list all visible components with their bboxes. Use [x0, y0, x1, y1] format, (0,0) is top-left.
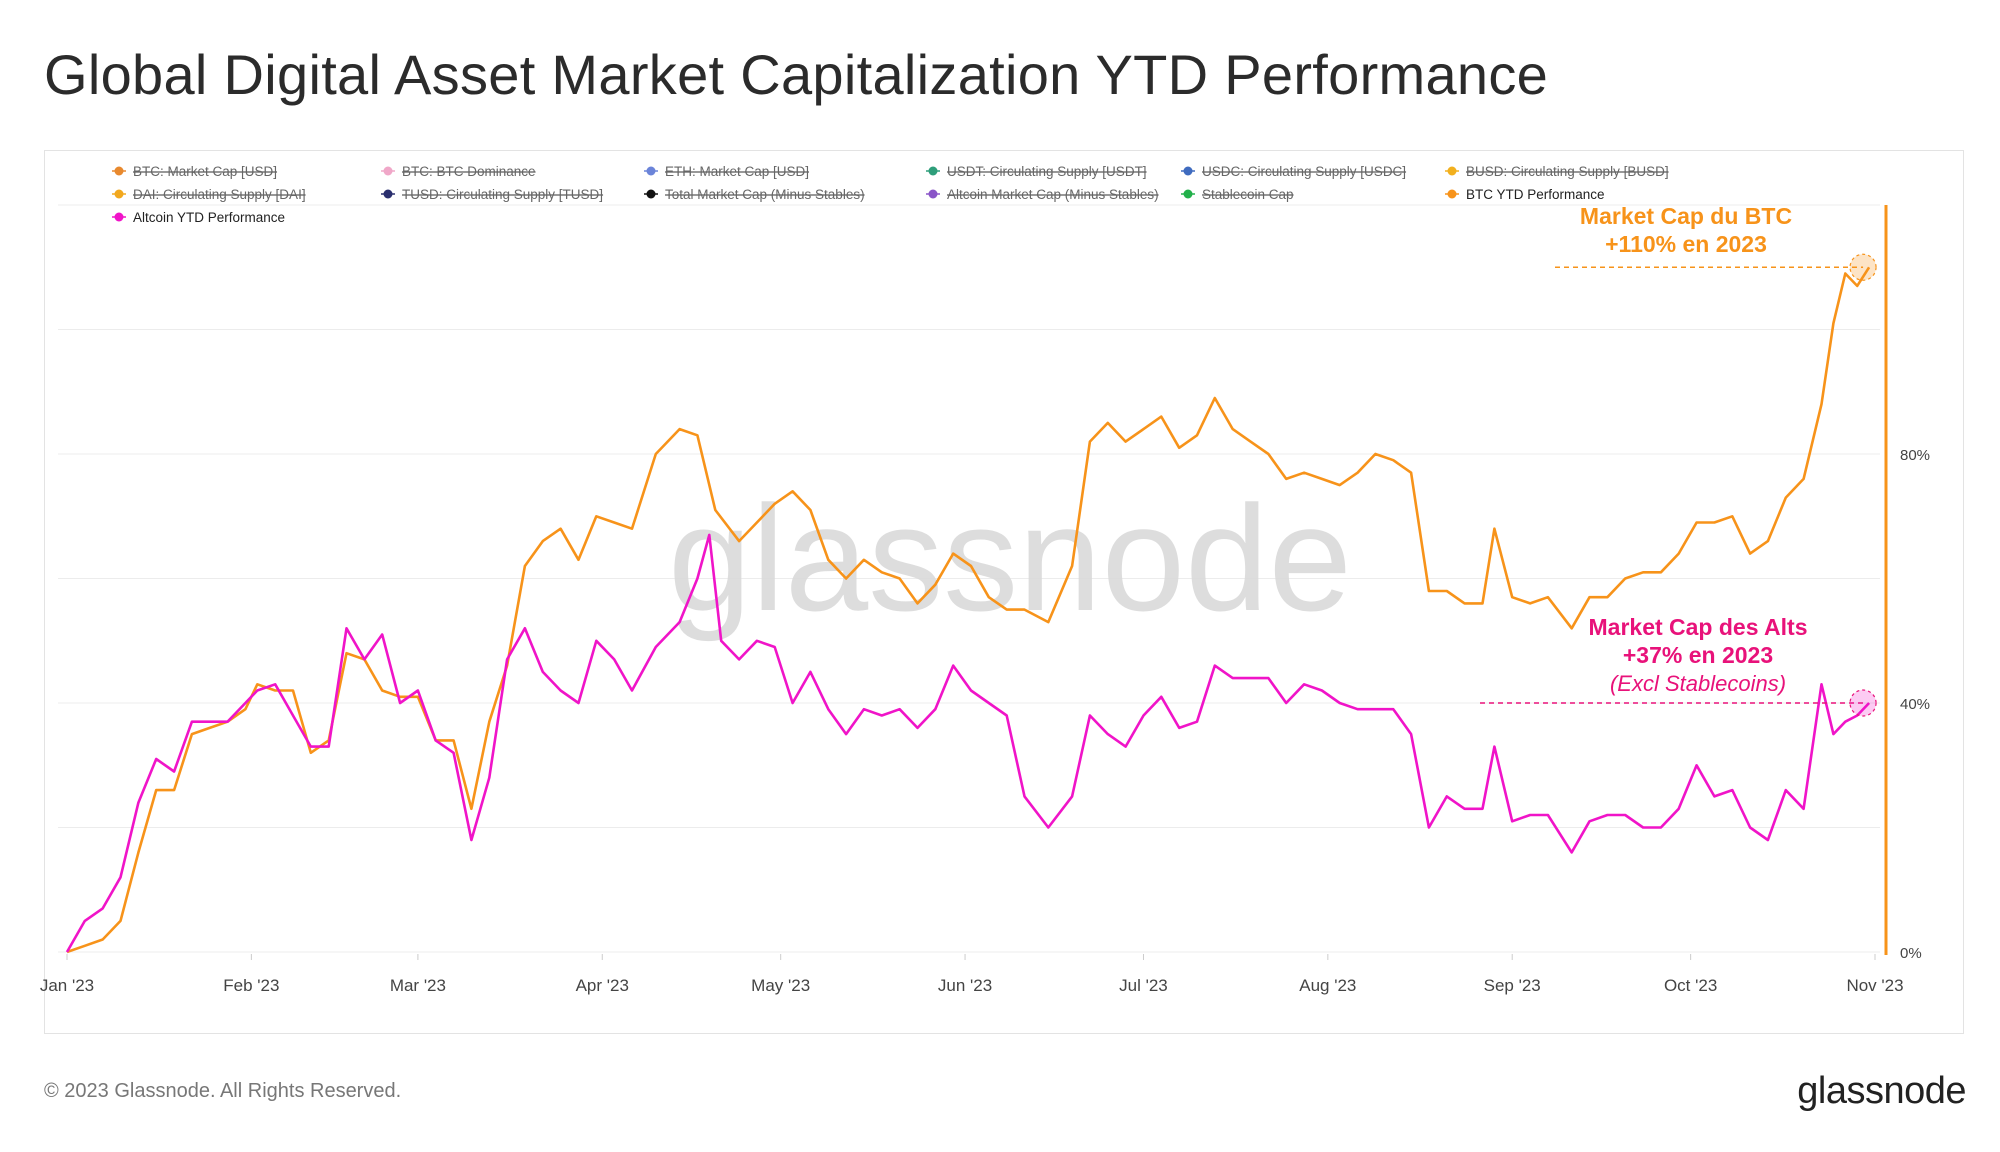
legend-swatch-dot [928, 166, 938, 176]
series-layer [65, 266, 1871, 954]
legend-label: Altcoin Market Cap (Minus Stables) [947, 187, 1159, 202]
legend-swatch-dot [1183, 189, 1193, 199]
x-tick-label: Nov '23 [1846, 976, 1903, 995]
legend-label: USDC: Circulating Supply [USDC] [1202, 164, 1406, 179]
x-tick-label: Jul '23 [1119, 976, 1168, 995]
legend-item[interactable]: USDC: Circulating Supply [USDC] [1181, 164, 1406, 179]
watermark: glassnode [668, 474, 1352, 642]
legend-item[interactable]: ETH: Market Cap [USD] [644, 164, 809, 179]
legend-item[interactable]: Altcoin Market Cap (Minus Stables) [926, 187, 1159, 202]
axis-layer: Jan '23 Feb '23 Mar '23 Apr '23 May '23 Jun '… [40, 205, 1930, 995]
legend-swatch-dot [1183, 166, 1193, 176]
legend-item[interactable]: BUSD: Circulating Supply [BUSD] [1445, 164, 1669, 179]
altcoin-series-line [65, 533, 1871, 953]
alt-annotation-line2: +37% en 2023 [1623, 642, 1773, 668]
chart-frame [44, 150, 1964, 1034]
legend-swatch-dot [646, 189, 656, 199]
x-tick-label: Jan '23 [40, 976, 94, 995]
btc-end-marker [1849, 253, 1877, 281]
legend-swatch-dot [1447, 166, 1457, 176]
legend-label: BUSD: Circulating Supply [BUSD] [1466, 164, 1669, 179]
btc-annotation-line1: Market Cap du BTC [1580, 203, 1792, 229]
legend-item[interactable]: TUSD: Circulating Supply [TUSD] [381, 187, 603, 202]
btc-annotation-line2: +110% en 2023 [1605, 231, 1767, 257]
grid-layer [58, 204, 1880, 953]
y-tick-label: 40% [1900, 696, 1930, 713]
chart-title: Global Digital Asset Market Capitalizati… [44, 43, 1549, 106]
x-tick-label: Mar '23 [390, 976, 446, 995]
legend-swatch-dot [114, 166, 124, 176]
legend-item[interactable]: Altcoin YTD Performance [112, 210, 285, 225]
glassnode-logo[interactable]: glassnode [1797, 1070, 1966, 1112]
legend-label: BTC: BTC Dominance [402, 164, 536, 179]
btc-series-line [66, 266, 1871, 954]
x-tick-label: Feb '23 [223, 976, 279, 995]
x-tick-label: Sep '23 [1484, 976, 1541, 995]
legend-swatch-dot [928, 189, 938, 199]
legend-item[interactable]: DAI: Circulating Supply [DAI] [112, 187, 306, 202]
legend: BTC: Market Cap [USD] BTC: BTC Dominance E… [112, 164, 1669, 225]
y-tick-label: 0% [1900, 945, 1922, 962]
alt-annotation-line1: Market Cap des Alts [1589, 614, 1808, 640]
legend-item[interactable]: BTC: Market Cap [USD] [112, 164, 277, 179]
legend-swatch-dot [383, 166, 393, 176]
legend-label: DAI: Circulating Supply [DAI] [133, 187, 306, 202]
legend-item[interactable]: USDT: Circulating Supply [USDT] [926, 164, 1147, 179]
x-tick-label: May '23 [751, 976, 810, 995]
x-tick-label: Jun '23 [938, 976, 992, 995]
x-tick-label: Apr '23 [576, 976, 629, 995]
legend-swatch-dot [646, 166, 656, 176]
legend-swatch-dot [114, 189, 124, 199]
legend-label: Total Market Cap (Minus Stables) [665, 187, 865, 202]
legend-swatch-dot [114, 212, 124, 222]
footer-copyright: © 2023 Glassnode. All Rights Reserved. [44, 1080, 402, 1102]
alt-annotation-line3: (Excl Stablecoins) [1610, 671, 1786, 696]
legend-swatch-dot [1447, 189, 1457, 199]
annotation-layer: Market Cap du BTC +110% en 2023 Market C… [1480, 203, 1877, 717]
legend-item[interactable]: BTC YTD Performance [1445, 187, 1605, 202]
x-tick-label: Oct '23 [1664, 976, 1717, 995]
y-tick-label: 80% [1900, 447, 1930, 464]
legend-label: BTC YTD Performance [1466, 187, 1605, 202]
legend-label: BTC: Market Cap [USD] [133, 164, 277, 179]
legend-label: Altcoin YTD Performance [133, 210, 285, 225]
legend-item[interactable]: Total Market Cap (Minus Stables) [644, 187, 865, 202]
legend-label: Stablecoin Cap [1202, 187, 1294, 202]
legend-label: ETH: Market Cap [USD] [665, 164, 809, 179]
alt-end-marker [1849, 689, 1877, 717]
legend-item[interactable]: Stablecoin Cap [1181, 187, 1294, 202]
legend-label: USDT: Circulating Supply [USDT] [947, 164, 1147, 179]
legend-item[interactable]: BTC: BTC Dominance [381, 164, 536, 179]
x-tick-label: Aug '23 [1299, 976, 1356, 995]
legend-label: TUSD: Circulating Supply [TUSD] [402, 187, 603, 202]
legend-swatch-dot [383, 189, 393, 199]
